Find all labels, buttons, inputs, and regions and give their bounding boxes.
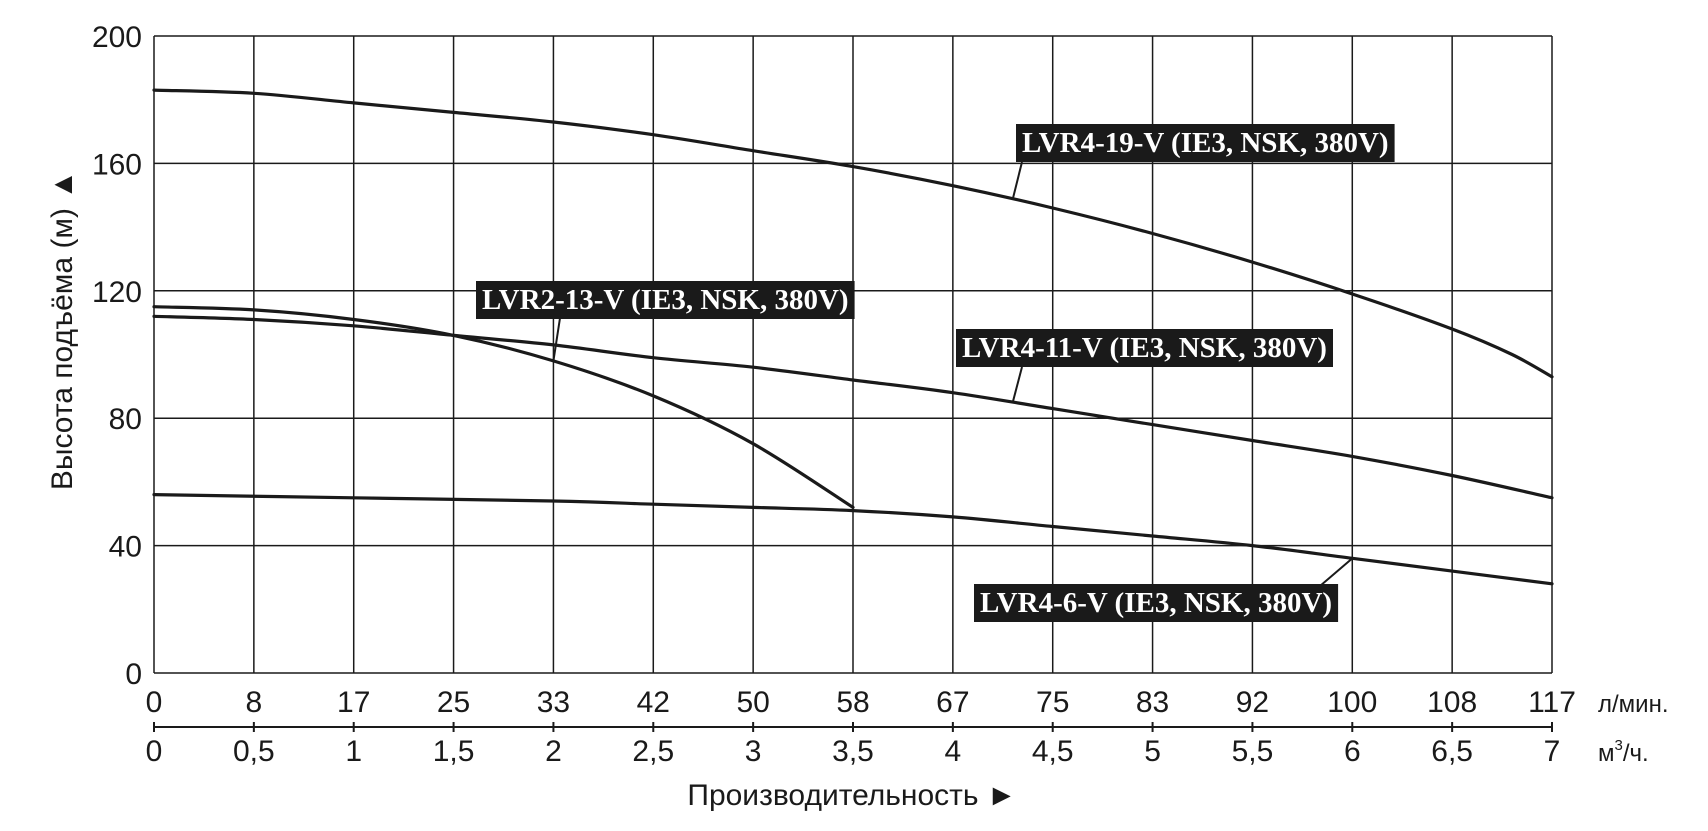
y-axis-arrow-icon: ▲	[46, 170, 79, 200]
x-tick-label-lmin: 100	[1327, 686, 1377, 719]
x-tick-label-m3h: 2	[545, 735, 562, 768]
x-axis-arrow-icon: ►	[987, 779, 1017, 812]
x-tick-label-lmin: 67	[936, 686, 969, 719]
series-label-text: LVR2-13-V (IE3, NSK, 380V)	[482, 284, 849, 316]
tick-labels: 040801201602000080,5171251,5332422,55035…	[92, 21, 1576, 768]
series-labels: LVR4-19-V (IE3, NSK, 380V) LVR2-13-V (IE3…	[476, 124, 1395, 622]
x-tick-label-m3h: 0,5	[233, 735, 275, 768]
x-tick-label-lmin: 75	[1036, 686, 1069, 719]
x-tick-label-lmin: 117	[1528, 686, 1576, 719]
x-tick-label-lmin: 83	[1136, 686, 1169, 719]
x-tick-label-m3h: 2,5	[632, 735, 674, 768]
x-tick-label-m3h: 4	[945, 735, 962, 768]
x-tick-label-m3h: 5	[1144, 735, 1161, 768]
y-tick-label: 200	[92, 21, 142, 54]
series-label-text: LVR4-11-V (IE3, NSK, 380V)	[962, 332, 1327, 364]
series-label: LVR2-13-V (IE3, NSK, 380V)	[476, 281, 855, 319]
y-tick-label: 120	[92, 276, 142, 309]
x-axis-title-text: Производительность	[687, 779, 978, 812]
x-tick-label-lmin: 50	[736, 686, 769, 719]
series-label-leader	[552, 317, 561, 362]
series-label-leader	[1011, 366, 1023, 403]
y-tick-label: 0	[125, 658, 142, 691]
x-tick-label-lmin: 17	[337, 686, 370, 719]
series-label-leader	[1319, 557, 1353, 587]
x-unit-m3h-sup: 3	[1615, 737, 1623, 754]
series-label-text: LVR4-19-V (IE3, NSK, 380V)	[1022, 127, 1389, 159]
x-tick-label-lmin: 0	[146, 686, 163, 719]
y-tick-label: 40	[109, 531, 142, 564]
x-tick-label-m3h: 4,5	[1032, 735, 1074, 768]
series-label-box	[956, 329, 1333, 367]
x-tick-label-lmin: 42	[637, 686, 670, 719]
series-label-box	[476, 281, 855, 319]
series-line	[152, 88, 1554, 379]
x-unit-m3h-suffix: /ч.	[1623, 740, 1649, 767]
x-tick-label-m3h: 6,5	[1431, 735, 1473, 768]
y-tick-label: 160	[92, 148, 142, 181]
x-tick-label-m3h: 3	[745, 735, 762, 768]
series-line	[152, 305, 855, 509]
x-tick-label-lmin: 92	[1236, 686, 1269, 719]
series-label-box	[1016, 124, 1395, 162]
x-unit-lmin: л/мин.	[1598, 691, 1669, 718]
x-tick-label-m3h: 7	[1544, 735, 1561, 768]
x-tick-label-lmin: 108	[1427, 686, 1477, 719]
series-label: LVR4-11-V (IE3, NSK, 380V)	[956, 329, 1333, 367]
series-label: LVR4-19-V (IE3, NSK, 380V)	[1016, 124, 1395, 162]
y-axis-title: Высота подъёма (м) ▲	[46, 170, 79, 490]
x-tick-label-lmin: 33	[537, 686, 570, 719]
x-tick-label-lmin: 58	[836, 686, 869, 719]
series-label-leader	[1011, 161, 1023, 200]
label-leaders	[552, 161, 1353, 587]
x-unit-m3h-prefix: м	[1598, 740, 1615, 767]
x-axis-title: Производительность ►	[687, 779, 1016, 812]
y-tick-label: 80	[109, 403, 142, 436]
y-axis-title-text: Высота подъёма (м)	[46, 208, 79, 490]
x-unit-m3h: м3/ч.	[1598, 737, 1649, 767]
x-tick-label-m3h: 6	[1344, 735, 1361, 768]
x-tick-label-lmin: 8	[246, 686, 263, 719]
series-label-box	[974, 584, 1339, 622]
series-label-text: LVR4-6-V (IE3, NSK, 380V)	[980, 587, 1332, 619]
x-tick-label-lmin: 25	[437, 686, 470, 719]
series-label: LVR4-6-V (IE3, NSK, 380V)	[974, 584, 1339, 622]
x-tick-label-m3h: 1,5	[433, 735, 475, 768]
series-line	[152, 314, 1554, 500]
x-tick-label-m3h: 0	[146, 735, 163, 768]
x-tick-label-m3h: 1	[345, 735, 362, 768]
x-tick-label-m3h: 5,5	[1232, 735, 1274, 768]
x-tick-label-m3h: 3,5	[832, 735, 874, 768]
